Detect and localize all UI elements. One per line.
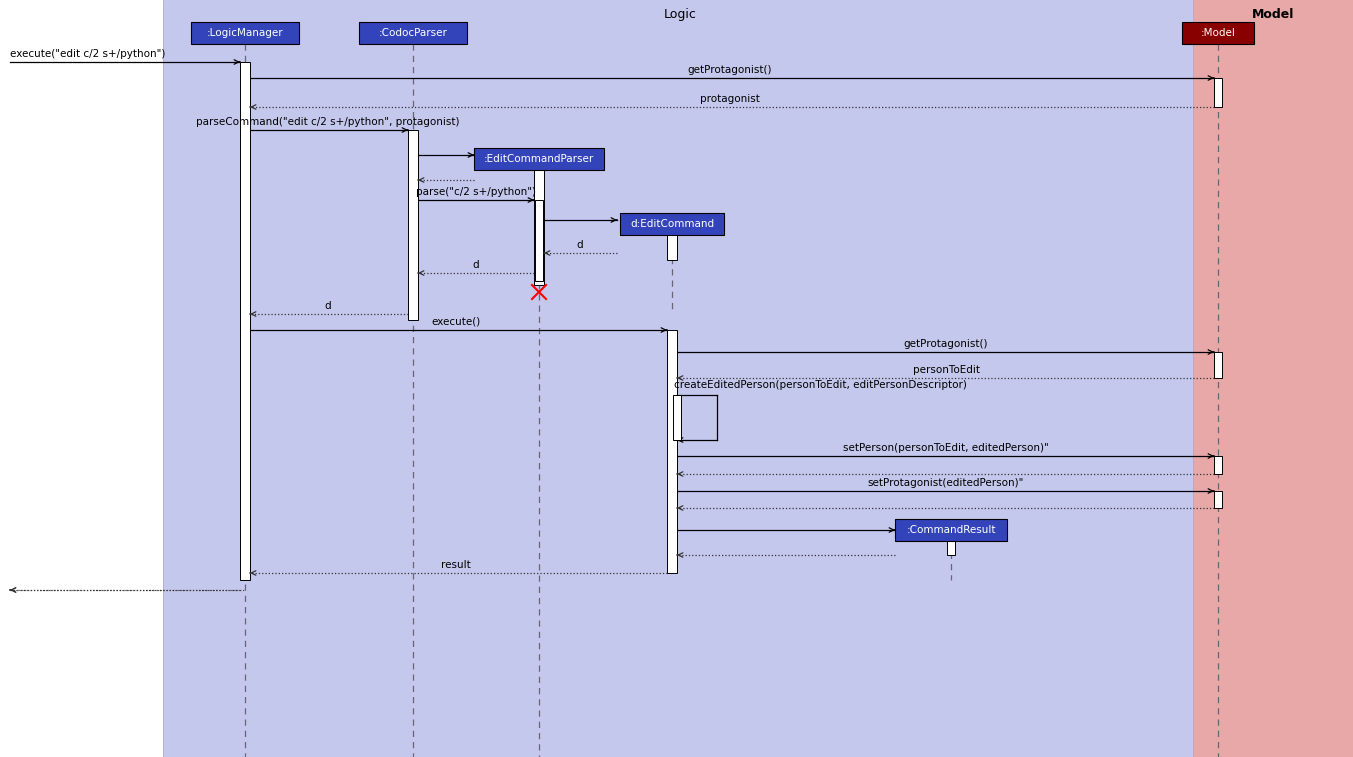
Text: Logic: Logic [663, 8, 697, 21]
Text: :Model: :Model [1200, 28, 1235, 38]
Text: :CodocParser: :CodocParser [379, 28, 448, 38]
Bar [1214, 78, 1222, 107]
Bar [474, 148, 603, 170]
Text: getProtagonist(): getProtagonist() [904, 339, 988, 349]
Text: parse("c/2 s+/python"): parse("c/2 s+/python") [415, 187, 536, 197]
Bar [1214, 456, 1222, 474]
Bar [667, 220, 676, 260]
Bar [1214, 352, 1222, 378]
Text: execute("edit c/2 s+/python"): execute("edit c/2 s+/python") [9, 49, 165, 59]
Text: d: d [472, 260, 479, 270]
Text: result: result [441, 560, 471, 570]
Text: protagonist: protagonist [700, 94, 760, 104]
Bar [1214, 491, 1222, 508]
Bar [1193, 0, 1353, 757]
Bar [191, 22, 299, 44]
Bar [239, 62, 250, 580]
Bar [0, 0, 162, 757]
Text: :LogicManager: :LogicManager [207, 28, 283, 38]
Bar [667, 330, 676, 573]
Bar [409, 130, 418, 320]
Bar [1183, 22, 1254, 44]
Bar [534, 200, 543, 281]
Bar [672, 395, 681, 440]
Bar [359, 22, 467, 44]
Text: d: d [325, 301, 331, 311]
Bar [894, 519, 1007, 541]
Text: d:EditCommand: d:EditCommand [630, 219, 714, 229]
Text: d: d [576, 240, 583, 250]
Text: getProtagonist(): getProtagonist() [687, 65, 773, 75]
Text: Model: Model [1252, 8, 1295, 21]
Text: setProtagonist(editedPerson)": setProtagonist(editedPerson)" [867, 478, 1024, 488]
Text: execute(): execute() [432, 317, 480, 327]
Text: :EditCommandParser: :EditCommandParser [484, 154, 594, 164]
Bar [947, 530, 955, 555]
Bar [620, 213, 724, 235]
Text: createEditedPerson(personToEdit, editPersonDescriptor): createEditedPerson(personToEdit, editPer… [674, 380, 966, 390]
Text: :CommandResult: :CommandResult [907, 525, 996, 535]
Text: setPerson(personToEdit, editedPerson)": setPerson(personToEdit, editedPerson)" [843, 443, 1049, 453]
Text: personToEdit: personToEdit [912, 365, 980, 375]
Text: parseCommand("edit c/2 s+/python", protagonist): parseCommand("edit c/2 s+/python", prota… [196, 117, 460, 127]
Bar [534, 155, 544, 285]
Bar [162, 0, 1193, 757]
